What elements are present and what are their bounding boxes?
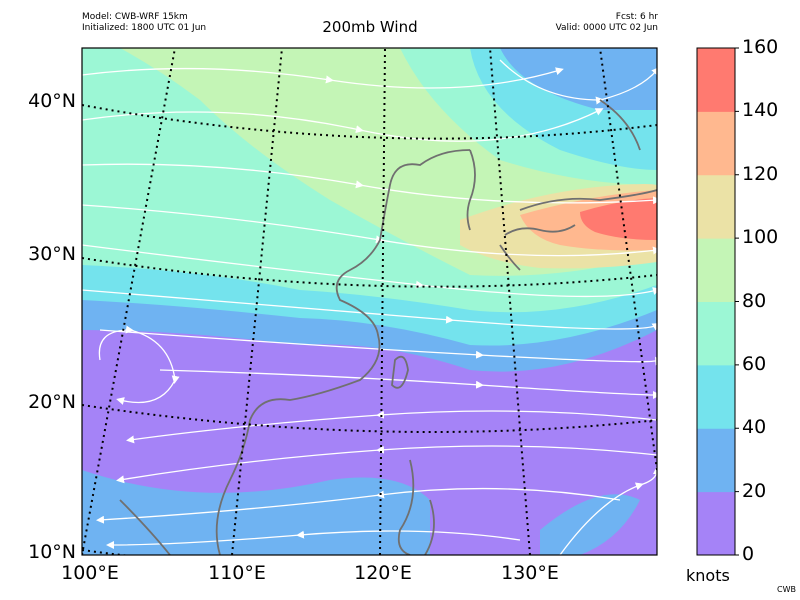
meridian-140e	[599, 48, 657, 471]
model-info: Model: CWB-WRF 15km Initialized: 1800 UT…	[82, 12, 206, 34]
lat-label-30n: 30°N	[28, 243, 76, 265]
map-frame	[81, 47, 658, 556]
parallel-20n	[82, 404, 657, 433]
lon-label-120e: 120°E	[354, 562, 412, 584]
forecast-hour: Fcst: 6 hr	[615, 12, 658, 22]
meridian-130e	[489, 48, 531, 555]
graticule	[82, 48, 657, 555]
meridian-100e	[82, 48, 176, 555]
lat-label-40n: 40°N	[28, 90, 76, 112]
colorbar-tick-label: 140	[742, 99, 779, 122]
valid-time: Valid: 0000 UTC 02 Jun	[555, 23, 658, 33]
meridian-110e	[231, 48, 283, 555]
colorbar-unit: knots	[686, 566, 730, 585]
colorbar-segment	[697, 301, 735, 366]
parallel-40n	[82, 104, 657, 140]
map-title: 200mb Wind	[322, 18, 418, 36]
speed-band-140-160	[580, 198, 657, 240]
parallel-30n	[82, 257, 657, 288]
colorbar-tick-label: 80	[742, 289, 767, 312]
speed-band-20-40-east	[540, 494, 640, 555]
meridian-120e	[379, 48, 386, 555]
lon-label-130e: 130°E	[501, 562, 559, 584]
init-time: Initialized: 1800 UTC 01 Jun	[82, 23, 207, 33]
lat-label-20n: 20°N	[28, 391, 76, 413]
colorbar-tick-label: 0	[742, 543, 755, 565]
coastlines	[119, 99, 657, 555]
colorbar-segment	[697, 491, 735, 556]
colorbar-tick-label: 120	[742, 162, 779, 185]
colorbar-tick-label: 40	[742, 416, 767, 439]
streamlines	[82, 59, 657, 555]
map-area	[82, 48, 657, 555]
colorbar-tick-label: 60	[742, 352, 767, 375]
colorbar-tick-label: 160	[742, 36, 779, 58]
credit-label: CWB	[777, 585, 796, 594]
model-name: Model: CWB-WRF 15km	[82, 12, 188, 22]
colorbar	[696, 47, 739, 556]
colorbar-segment	[697, 238, 735, 302]
forecast-info: Fcst: 6 hr Valid: 0000 UTC 02 Jun	[556, 12, 658, 34]
colorbar-segment	[697, 111, 735, 176]
colorbar-tick-label: 100	[742, 226, 779, 249]
colorbar-segment	[697, 174, 735, 239]
colorbar-segment	[697, 48, 735, 112]
lon-label-100e: 100°E	[61, 562, 119, 584]
colorbar-segment	[697, 428, 735, 493]
colorbar-segment	[697, 364, 735, 429]
lat-label-10n: 10°N	[28, 541, 76, 563]
lon-label-110e: 110°E	[208, 562, 266, 584]
colorbar-tick-label: 20	[742, 479, 767, 502]
